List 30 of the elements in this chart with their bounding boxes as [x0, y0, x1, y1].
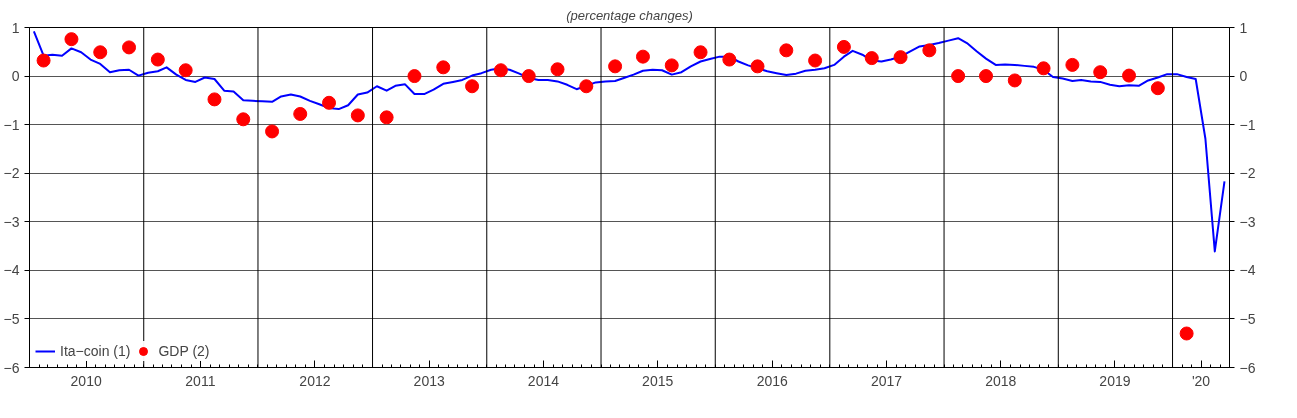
x-tick-label: 2015: [642, 372, 674, 389]
x-tick-label: 2010: [70, 372, 102, 389]
chart-title: (percentage changes): [566, 7, 693, 23]
x-tick-label: 2013: [413, 372, 445, 389]
x-tick-label: '20: [1191, 372, 1211, 389]
y-tick-label: −1: [3, 116, 20, 133]
x-tick-label: 2019: [1099, 372, 1131, 389]
x-tick-label: 2017: [870, 372, 903, 389]
x-tick-label: 2018: [985, 372, 1017, 389]
x-tick-label: 2011: [185, 372, 216, 389]
y2-tick-label: −6: [1239, 359, 1256, 376]
y-tick-label: −2: [3, 165, 20, 182]
y2-tick-label: −4: [1239, 262, 1256, 279]
y-tick-label: −3: [3, 213, 20, 230]
x-tick-label: 2012: [299, 372, 331, 389]
y-tick-label: 0: [11, 68, 20, 85]
legend-label: GDP (2): [158, 343, 210, 359]
x-tick-label: 2014: [527, 372, 560, 389]
y-tick-label: −5: [3, 310, 20, 327]
y2-tick-label: 0: [1239, 68, 1248, 85]
legend-label: Ita−coin (1): [60, 343, 131, 359]
y-tick-label: −4: [3, 262, 20, 279]
y2-tick-label: −1: [1239, 116, 1256, 133]
x-tick-label: 2016: [756, 372, 789, 389]
y2-tick-label: −2: [1239, 165, 1256, 182]
y2-tick-label: −5: [1239, 310, 1256, 327]
y-tick-label: 1: [11, 19, 20, 36]
y-tick-label: −6: [3, 359, 20, 376]
y2-tick-label: −3: [1239, 213, 1256, 230]
y2-tick-label: 1: [1239, 19, 1248, 36]
